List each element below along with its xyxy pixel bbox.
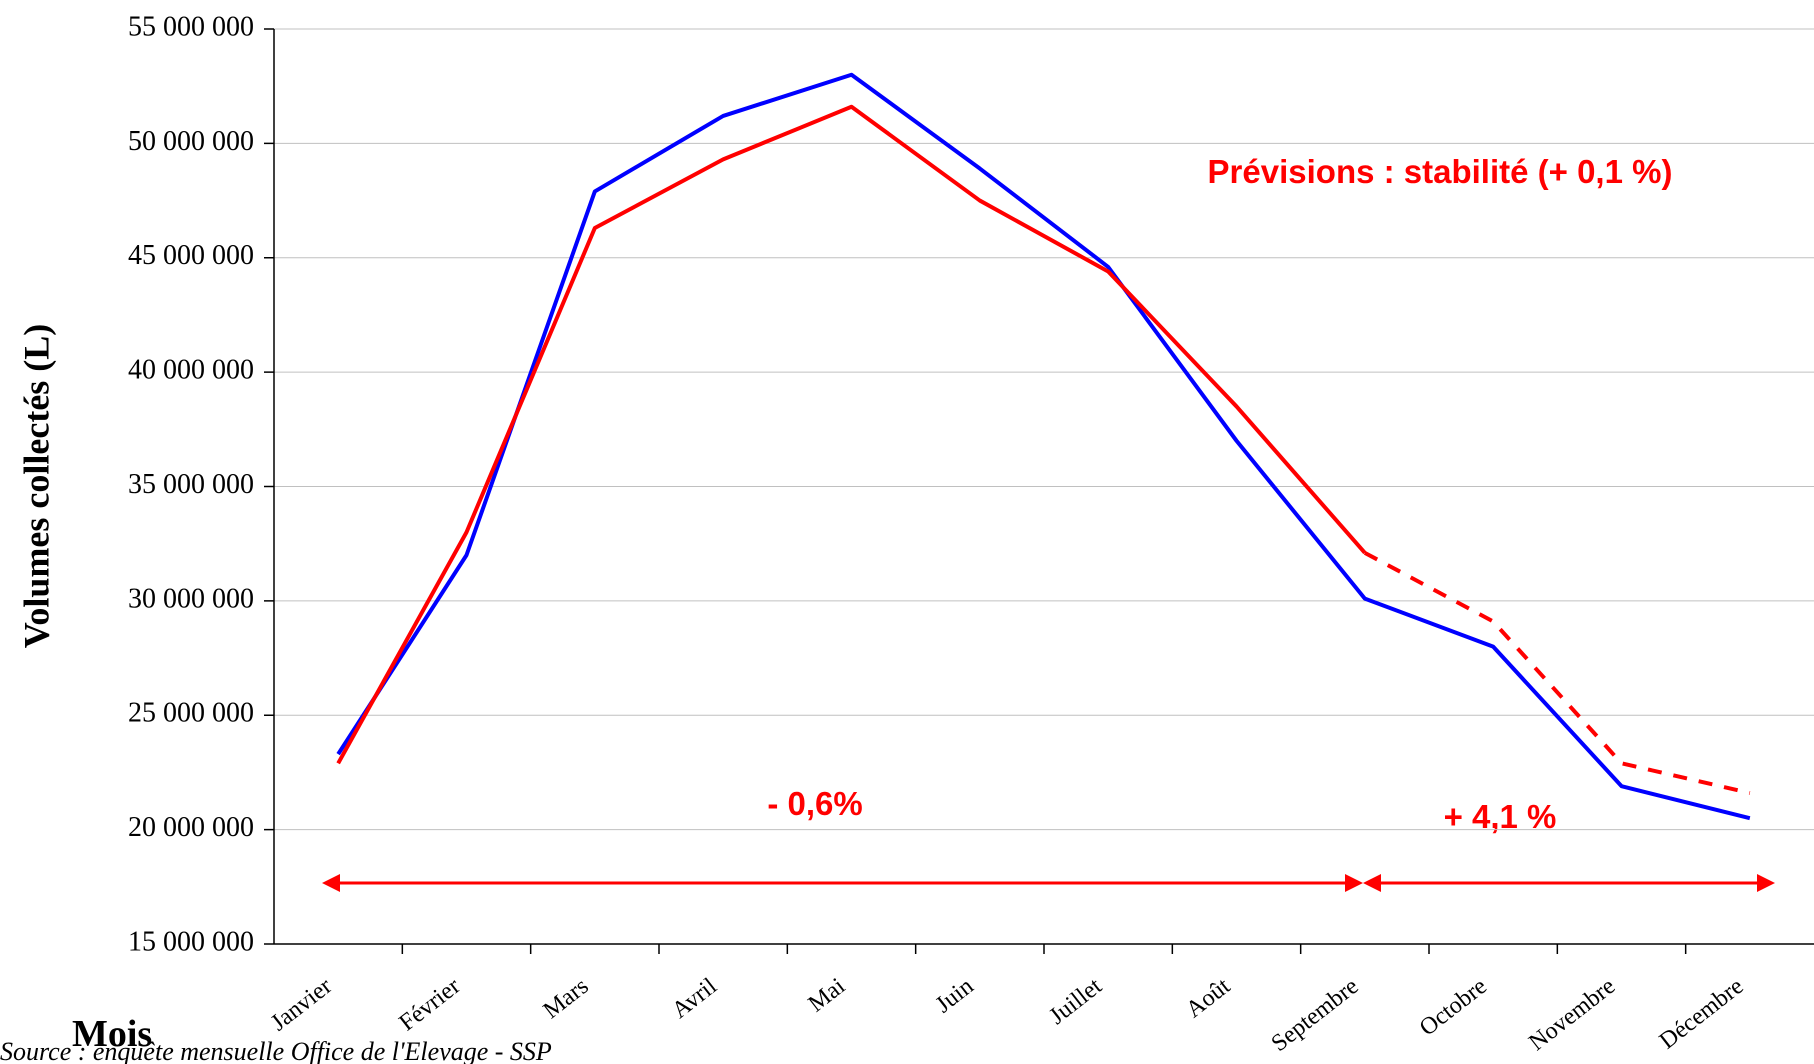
x-tick-label: Septembre bbox=[1267, 973, 1364, 1057]
y-tick-label: 50 000 000 bbox=[128, 126, 254, 157]
source: Source : enquête mensuelle Office de l'E… bbox=[0, 1037, 552, 1064]
arrow-head bbox=[1363, 874, 1381, 892]
annotation: + 4,1 % bbox=[1444, 798, 1557, 835]
x-tick-label: Novembre bbox=[1524, 973, 1620, 1056]
y-tick-label: 40 000 000 bbox=[128, 355, 254, 386]
arrows bbox=[322, 874, 1775, 892]
y-tick-label: 25 000 000 bbox=[128, 698, 254, 729]
y-tick-label: 15 000 000 bbox=[128, 926, 254, 957]
y-tick-label: 30 000 000 bbox=[128, 583, 254, 614]
line-series bbox=[336, 104, 1367, 765]
x-tick-label: Juillet bbox=[1045, 973, 1107, 1030]
y-tick-label: 55 000 000 bbox=[128, 11, 254, 42]
arrow-head bbox=[322, 874, 340, 892]
x-tick-label: Décembre bbox=[1655, 973, 1749, 1054]
arrow-head bbox=[1757, 874, 1775, 892]
x-tick-label: Janvier bbox=[266, 973, 337, 1036]
arrow-head bbox=[1345, 874, 1363, 892]
x-tick-label: Mars bbox=[539, 973, 594, 1024]
line-series bbox=[1363, 551, 1751, 795]
x-tick-label: Avril bbox=[667, 973, 722, 1024]
y-tick-label: 45 000 000 bbox=[128, 240, 254, 271]
y-tick-label: 35 000 000 bbox=[128, 469, 254, 500]
annotation: - 0,6% bbox=[767, 785, 862, 822]
line-series bbox=[336, 72, 1751, 821]
x-axis-label: Mois bbox=[72, 1013, 152, 1055]
x-tick-label: Mai bbox=[804, 973, 851, 1017]
annotation: Prévisions : stabilité (+ 0,1 %) bbox=[1208, 153, 1673, 190]
y-tick-label: 20 000 000 bbox=[128, 812, 254, 843]
x-tick-label: Février bbox=[395, 973, 466, 1036]
x-tick-label: Juin bbox=[931, 973, 979, 1018]
x-tick-label: Octobre bbox=[1415, 973, 1492, 1041]
x-tick-label: Août bbox=[1181, 973, 1235, 1023]
y-axis-label: Volumes collectés (L) bbox=[16, 324, 56, 649]
